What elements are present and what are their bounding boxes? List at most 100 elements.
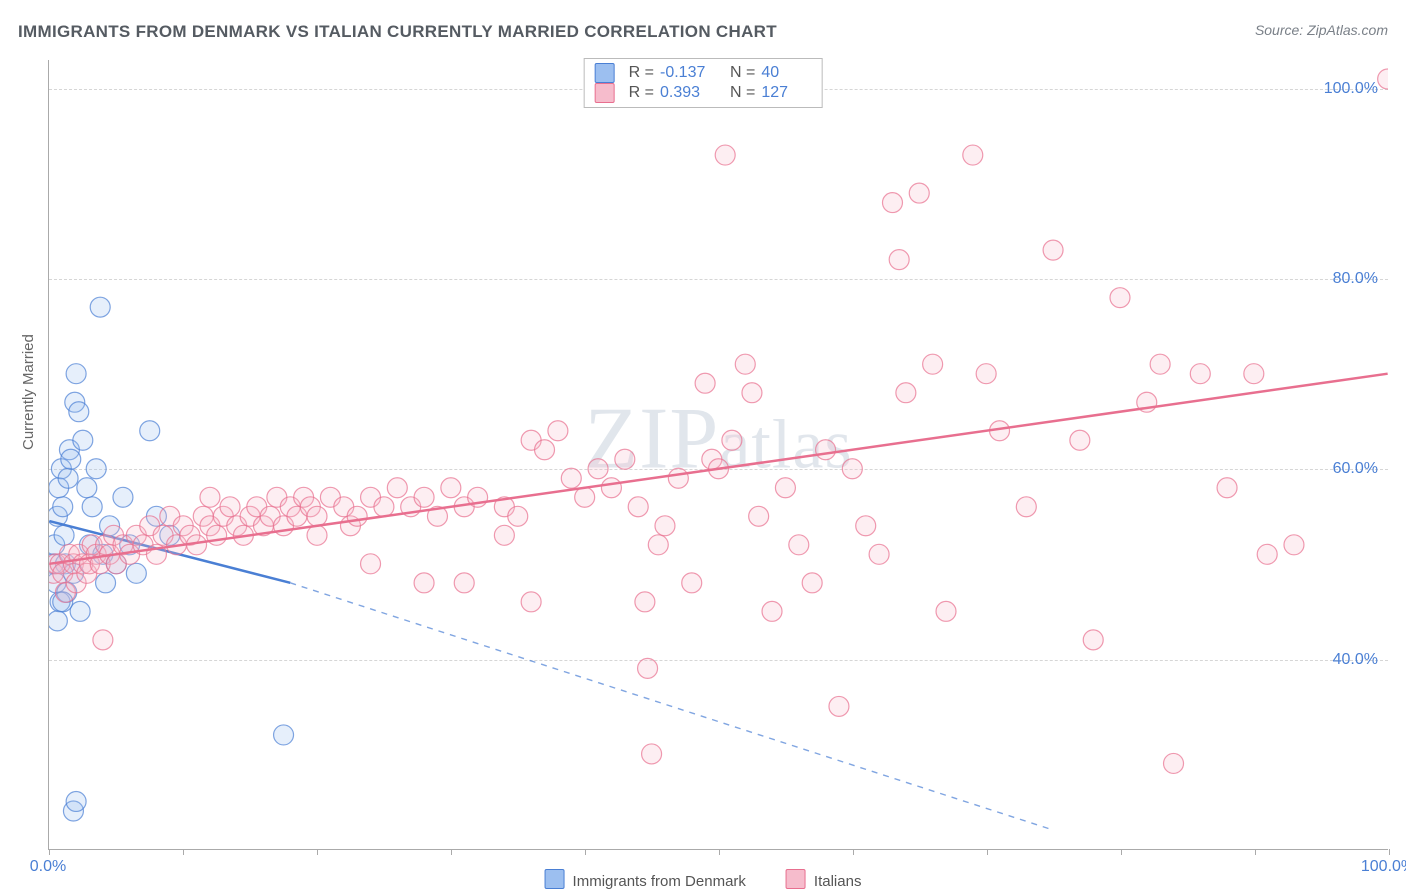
data-point	[722, 430, 742, 450]
data-point	[1043, 240, 1063, 260]
plot-svg-layer	[49, 60, 1388, 849]
data-point	[66, 791, 86, 811]
chart-header: IMMIGRANTS FROM DENMARK VS ITALIAN CURRE…	[18, 22, 1388, 46]
data-point	[1110, 288, 1130, 308]
data-point	[1083, 630, 1103, 650]
legend-item: Immigrants from Denmark	[545, 869, 746, 890]
data-point	[454, 573, 474, 593]
stat-r-value: 0.393	[660, 84, 710, 102]
data-point	[1257, 544, 1277, 564]
data-point	[742, 383, 762, 403]
x-tick	[49, 849, 50, 855]
data-point	[1164, 753, 1184, 773]
data-point	[588, 459, 608, 479]
data-point	[638, 658, 658, 678]
data-point	[802, 573, 822, 593]
data-point	[274, 725, 294, 745]
data-point	[816, 440, 836, 460]
data-point	[575, 487, 595, 507]
x-tick	[1121, 849, 1122, 855]
data-point	[829, 696, 849, 716]
data-point	[749, 506, 769, 526]
data-point	[789, 535, 809, 555]
data-point	[307, 506, 327, 526]
data-point	[374, 497, 394, 517]
stat-label: N =	[730, 84, 755, 102]
data-point	[66, 364, 86, 384]
data-point	[86, 459, 106, 479]
data-point	[1190, 364, 1210, 384]
data-point	[628, 497, 648, 517]
x-tick	[853, 849, 854, 855]
data-point	[668, 468, 688, 488]
data-point	[642, 744, 662, 764]
data-point	[976, 364, 996, 384]
series-swatch	[786, 869, 806, 889]
legend-label: Immigrants from Denmark	[573, 873, 746, 890]
data-point	[715, 145, 735, 165]
x-tick	[987, 849, 988, 855]
data-point	[387, 478, 407, 498]
stat-n-value: 127	[761, 84, 811, 102]
stat-label: R =	[629, 64, 654, 82]
correlation-legend: R =-0.137N =40R = 0.393 N = 127	[584, 58, 823, 108]
scatter-plot-area: ZIPatlas 40.0%60.0%80.0%100.0%	[48, 60, 1388, 850]
x-tick	[451, 849, 452, 855]
data-point	[53, 497, 73, 517]
data-point	[126, 563, 146, 583]
data-point	[220, 497, 240, 517]
data-point	[96, 573, 116, 593]
data-point	[963, 145, 983, 165]
x-tick-label-left: 0.0%	[30, 858, 66, 876]
stat-n-value: 40	[761, 64, 811, 82]
data-point	[521, 592, 541, 612]
data-point	[923, 354, 943, 374]
data-point	[936, 601, 956, 621]
data-point	[635, 592, 655, 612]
data-point	[140, 421, 160, 441]
data-point	[869, 544, 889, 564]
legend-stat-row: R =-0.137N =40	[595, 63, 812, 83]
data-point	[682, 573, 702, 593]
data-point	[200, 487, 220, 507]
data-point	[601, 478, 621, 498]
source-attribution: Source: ZipAtlas.com	[1255, 22, 1388, 38]
x-tick-label-right: 100.0%	[1361, 858, 1406, 876]
legend-stat-row: R = 0.393 N = 127	[595, 83, 812, 103]
data-point	[441, 478, 461, 498]
data-point	[775, 478, 795, 498]
trend-line	[49, 374, 1387, 564]
series-swatch	[595, 63, 615, 83]
series-swatch	[545, 869, 565, 889]
data-point	[494, 525, 514, 545]
y-axis-label: Currently Married	[20, 334, 37, 450]
data-point	[648, 535, 668, 555]
data-point	[113, 487, 133, 507]
data-point	[856, 516, 876, 536]
stat-label: R =	[629, 84, 654, 102]
data-point	[58, 468, 78, 488]
data-point	[762, 601, 782, 621]
series-legend: Immigrants from Denmark Italians	[545, 869, 862, 890]
data-point	[1244, 364, 1264, 384]
data-point	[508, 506, 528, 526]
data-point	[896, 383, 916, 403]
data-point	[909, 183, 929, 203]
chart-title: IMMIGRANTS FROM DENMARK VS ITALIAN CURRE…	[18, 22, 777, 41]
data-point	[695, 373, 715, 393]
data-point	[889, 250, 909, 270]
legend-item: Italians	[786, 869, 862, 890]
data-point	[1070, 430, 1090, 450]
data-point	[307, 525, 327, 545]
data-point	[1217, 478, 1237, 498]
trend-line-extrapolated	[290, 583, 1053, 830]
data-point	[655, 516, 675, 536]
data-point	[548, 421, 568, 441]
data-point	[361, 554, 381, 574]
data-point	[70, 601, 90, 621]
x-tick	[1255, 849, 1256, 855]
data-point	[842, 459, 862, 479]
data-point	[735, 354, 755, 374]
data-point	[882, 193, 902, 213]
data-point	[1284, 535, 1304, 555]
